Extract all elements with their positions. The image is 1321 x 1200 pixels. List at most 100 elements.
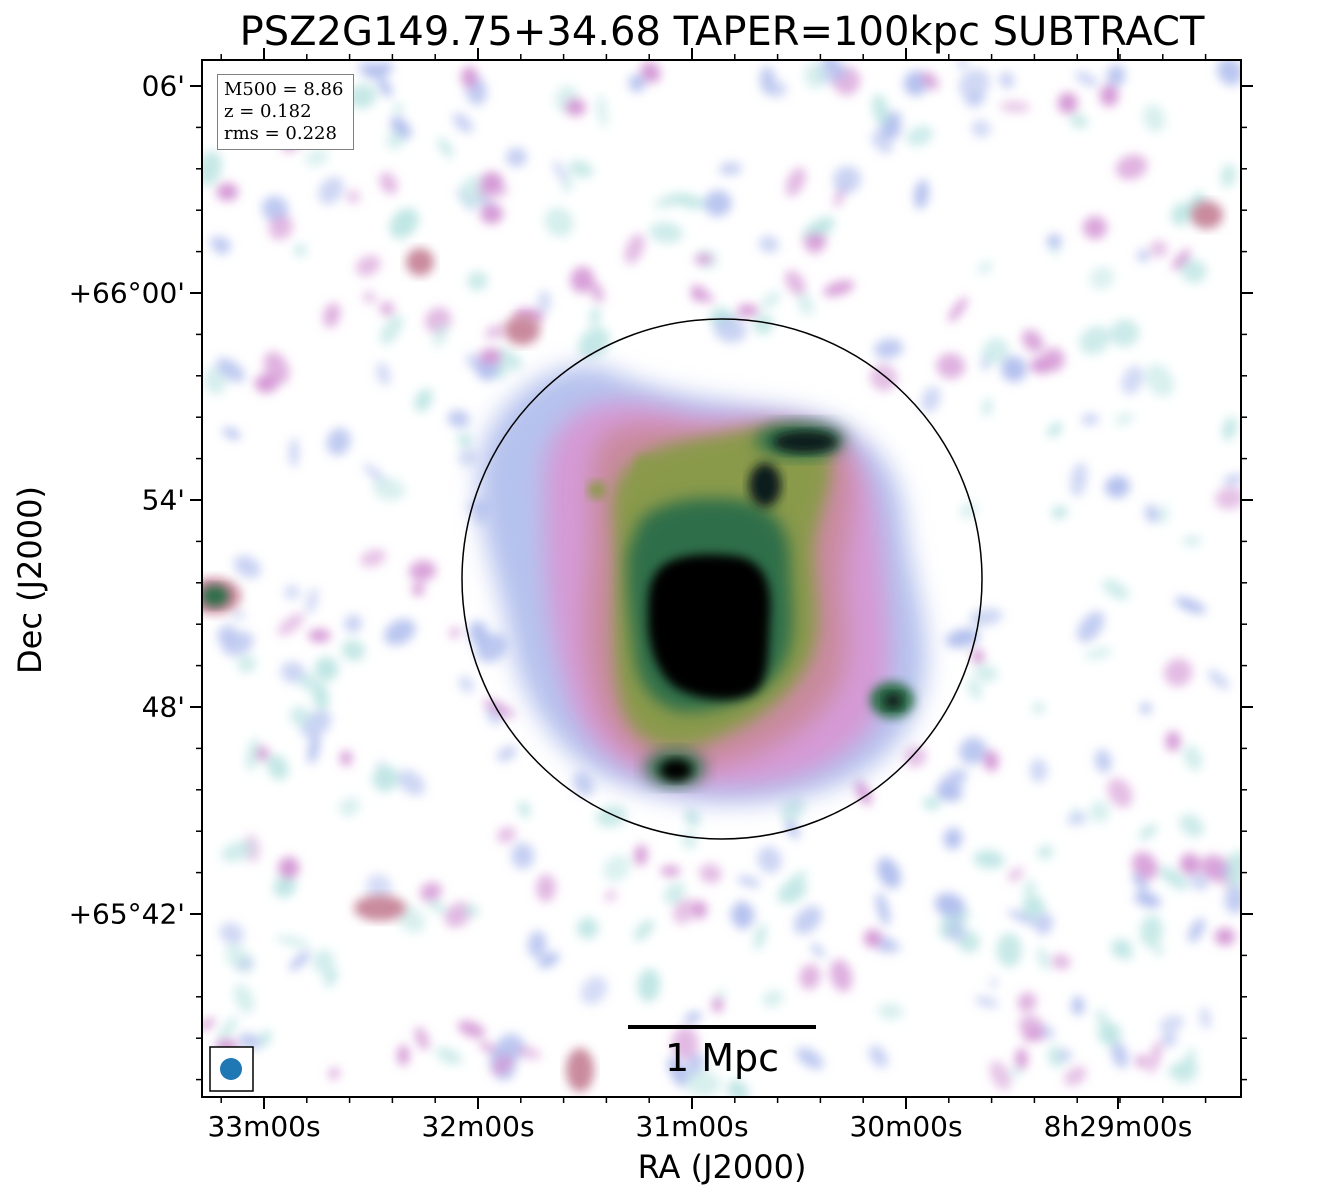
noise-blob xyxy=(568,160,594,178)
noise-blob xyxy=(245,738,261,771)
noise-blob xyxy=(1132,851,1158,880)
noise-blob xyxy=(1222,416,1237,441)
cluster-halo xyxy=(477,365,927,804)
noise-blob xyxy=(1089,801,1110,823)
noise-blob xyxy=(268,215,293,240)
noise-blob xyxy=(527,930,547,959)
noise-blob xyxy=(1159,866,1189,890)
noise-blob xyxy=(1164,658,1193,687)
noise-blob xyxy=(877,1003,904,1020)
noise-knot xyxy=(480,203,504,224)
noise-blob xyxy=(324,968,338,987)
noise-blob xyxy=(989,1060,1011,1091)
noise-blob xyxy=(495,367,508,379)
noise-blob xyxy=(1104,475,1130,498)
noise-blob xyxy=(1077,611,1105,643)
noise-blob xyxy=(663,881,686,905)
noise-blob xyxy=(596,94,608,128)
noise-blob xyxy=(965,92,986,108)
noise-blob xyxy=(1047,234,1062,249)
noise-knot xyxy=(1165,731,1181,752)
noise-blob xyxy=(360,549,387,567)
noise-blob xyxy=(284,584,300,600)
noise-blob xyxy=(1180,259,1207,283)
noise-blob xyxy=(222,427,241,440)
noise-blob xyxy=(491,1055,514,1075)
noise-blob xyxy=(379,172,398,195)
noise-blob xyxy=(982,398,993,417)
noise-blob xyxy=(833,165,861,194)
noise-blob xyxy=(1200,854,1230,881)
noise-blob xyxy=(233,983,255,1014)
noise-blob xyxy=(414,1026,430,1051)
noise-knot xyxy=(397,1044,410,1066)
noise-blob xyxy=(219,922,244,945)
noise-blob xyxy=(1001,355,1027,383)
noise-blob xyxy=(854,779,872,806)
noise-blob xyxy=(784,270,806,296)
noise-blob xyxy=(868,1045,888,1068)
noise-blob xyxy=(1051,954,1071,970)
noise-knot xyxy=(412,583,425,596)
noise-blob xyxy=(1145,504,1159,523)
noise-blob xyxy=(934,892,966,918)
noise-blob xyxy=(1071,996,1085,1016)
noise-blob xyxy=(989,977,998,989)
noise-blob xyxy=(447,409,470,428)
noise-blob xyxy=(1007,909,1040,927)
noise-blob xyxy=(945,628,980,648)
noise-knot xyxy=(278,856,300,879)
noise-blob xyxy=(875,892,891,926)
noise-knot xyxy=(1057,92,1078,114)
noise-blob xyxy=(363,463,386,484)
noise-blob xyxy=(323,302,341,328)
noise-blob xyxy=(973,850,1005,869)
noise-blob xyxy=(362,291,377,304)
y-axis-label: Dec (J2000) xyxy=(11,486,49,674)
noise-blob xyxy=(796,1047,824,1070)
noise-blob xyxy=(203,367,227,395)
noise-blob xyxy=(973,664,999,683)
noise-blob xyxy=(959,737,987,765)
noise-knot xyxy=(694,254,713,265)
noise-blob xyxy=(314,656,339,682)
noise-blob xyxy=(1021,329,1044,353)
noise-blob xyxy=(799,964,821,990)
noise-blob xyxy=(633,919,655,941)
noise-blob xyxy=(376,362,391,386)
noise-blob xyxy=(1114,412,1134,425)
noise-blob xyxy=(1171,202,1194,226)
noise-blob xyxy=(433,322,448,348)
noise-blob xyxy=(971,120,991,138)
noise-knot xyxy=(216,182,239,201)
noise-blob xyxy=(344,614,363,633)
x-tick-label: 32m00s xyxy=(421,1110,535,1143)
noise-blob xyxy=(937,768,968,795)
redshift-value: z = 0.182 xyxy=(224,101,312,122)
noise-blob xyxy=(312,949,335,974)
noise-knot xyxy=(736,304,759,317)
noise-knot xyxy=(863,929,882,948)
noise-knot xyxy=(256,746,269,761)
noise-blob xyxy=(1188,918,1205,943)
noise-blob xyxy=(803,216,835,241)
noise-blob xyxy=(829,959,853,992)
noise-blob xyxy=(1207,669,1230,690)
noise-blob xyxy=(289,437,299,468)
noise-blob xyxy=(1137,249,1150,262)
noise-blob xyxy=(518,801,531,818)
noise-blob xyxy=(1217,60,1241,86)
noise-blob xyxy=(222,631,254,657)
noise-blob xyxy=(449,626,461,639)
noise-blob xyxy=(380,314,404,345)
noise-blob xyxy=(1159,1015,1185,1033)
noise-blob xyxy=(977,260,993,275)
noise-blob xyxy=(668,1056,687,1088)
noise-blob xyxy=(922,796,941,811)
noise-blob xyxy=(1140,702,1152,715)
noise-blob xyxy=(1070,113,1088,129)
noise-blob xyxy=(996,933,1022,968)
noise-blob xyxy=(535,874,556,902)
noise-blob xyxy=(1189,872,1210,891)
noise-blob xyxy=(1023,880,1037,896)
